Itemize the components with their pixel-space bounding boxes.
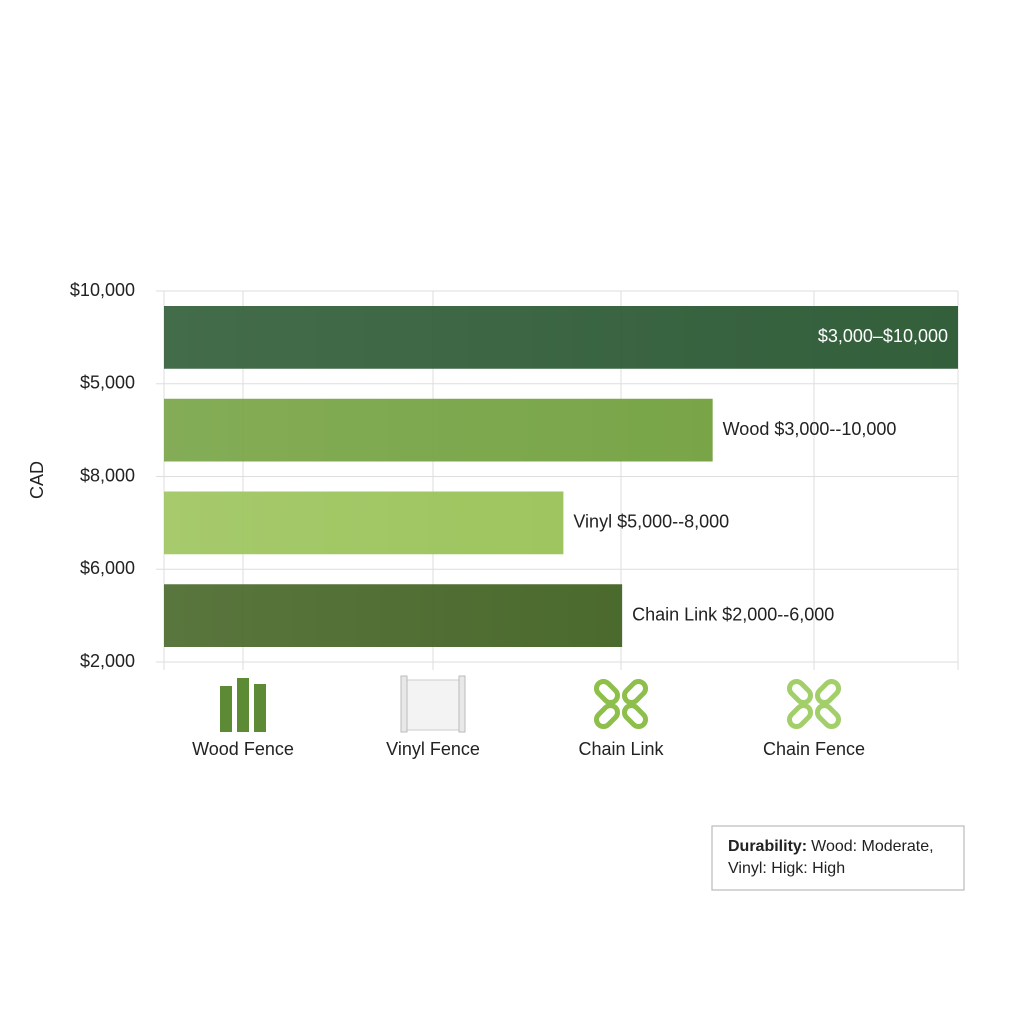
category-label: Vinyl Fence (386, 739, 480, 759)
y-tick-label: $5,000 (80, 373, 135, 393)
icon-link (621, 702, 649, 730)
y-axis-label: CAD (27, 461, 47, 499)
icon-link (786, 678, 814, 706)
category-label: Chain Link (578, 739, 664, 759)
bar (164, 398, 713, 462)
bar-label: Chain Link $2,000--6,000 (632, 604, 834, 624)
icon-link (593, 702, 621, 730)
icon-panel (404, 679, 462, 731)
icon-plank (254, 684, 266, 732)
icon-link (593, 678, 621, 706)
note-box (711, 825, 965, 891)
icon-link (814, 702, 842, 730)
icon-post (458, 675, 466, 733)
icon-plank (237, 678, 249, 732)
icon-link (814, 678, 842, 706)
y-tick-label: $6,000 (80, 558, 135, 578)
icon-link (621, 678, 649, 706)
icon-plank (220, 686, 232, 732)
category-label: Wood Fence (192, 739, 294, 759)
note-text: Vinyl: Higk: High (728, 860, 845, 877)
y-tick-label: $8,000 (80, 465, 135, 485)
bar-label: $3,000–$10,000 (818, 326, 948, 346)
bar (164, 491, 564, 555)
note-label: Durability: (728, 838, 807, 855)
note-line: Durability: Wood: Moderate, (728, 838, 934, 855)
y-tick-label: $10,000 (70, 280, 135, 300)
bar (164, 584, 623, 647)
note-text: Wood: Moderate, (811, 838, 933, 855)
bar-label: Wood $3,000--10,000 (723, 419, 897, 439)
icon-link (786, 702, 814, 730)
y-tick-label: $2,000 (80, 651, 135, 671)
icon-post (400, 675, 408, 733)
bar (164, 306, 958, 369)
bar-label: Vinyl $5,000--8,000 (573, 512, 729, 532)
category-label: Chain Fence (763, 739, 865, 759)
